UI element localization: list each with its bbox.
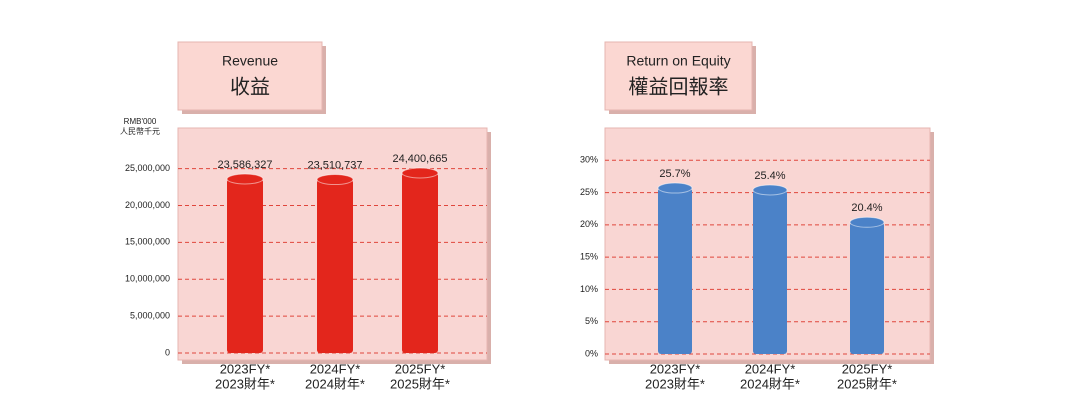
- value-label: 25.7%: [659, 168, 690, 180]
- y-tick-label: 0%: [585, 348, 598, 358]
- x-tick-label: 2024財年*: [740, 376, 800, 391]
- y-tick-label: 5%: [585, 316, 598, 326]
- x-tick-label: 2025FY*: [395, 361, 446, 376]
- x-tick-label: 2024FY*: [310, 361, 361, 376]
- y-tick-label: 20%: [580, 219, 598, 229]
- value-label: 25.4%: [754, 170, 785, 182]
- y-tick-label: 25,000,000: [125, 163, 170, 173]
- bar-cap: [657, 182, 693, 194]
- bar-cap: [316, 174, 354, 186]
- bar-cap: [401, 167, 439, 179]
- bar: [317, 179, 353, 353]
- y-axis-label: 人民幣千元: [120, 126, 160, 136]
- value-label: 23,586,327: [217, 159, 272, 171]
- bar: [402, 172, 438, 353]
- y-tick-label: 15%: [580, 252, 598, 262]
- y-tick-label: 30%: [580, 155, 598, 165]
- x-tick-label: 2023財年*: [215, 376, 275, 391]
- y-tick-label: 10,000,000: [125, 274, 170, 284]
- bar: [850, 222, 884, 354]
- chart-subtitle: 收益: [230, 75, 270, 98]
- bar-cap: [752, 184, 788, 196]
- chart-title: Revenue: [222, 53, 278, 69]
- chart-title: Return on Equity: [626, 53, 730, 69]
- value-label: 23,510,737: [307, 159, 362, 171]
- x-tick-label: 2023FY*: [220, 361, 271, 376]
- bar-cap: [849, 216, 885, 228]
- chart-subtitle: 權益回報率: [629, 75, 729, 98]
- bar: [227, 179, 263, 353]
- x-tick-label: 2024FY*: [745, 361, 796, 376]
- y-tick-label: 10%: [580, 284, 598, 294]
- x-tick-label: 2025財年*: [837, 376, 897, 391]
- y-tick-label: 0: [165, 347, 170, 357]
- title-box: [604, 41, 753, 111]
- x-tick-label: 2025財年*: [390, 376, 450, 391]
- bar-cap: [226, 173, 264, 185]
- title-box: [177, 41, 323, 111]
- x-tick-label: 2023FY*: [650, 361, 701, 376]
- y-tick-label: 25%: [580, 187, 598, 197]
- bar: [658, 188, 692, 354]
- y-tick-label: 15,000,000: [125, 237, 170, 247]
- value-label: 24,400,665: [392, 153, 447, 165]
- x-tick-label: 2024財年*: [305, 376, 365, 391]
- x-tick-label: 2023財年*: [645, 376, 705, 391]
- y-axis-label: RMB'000: [124, 117, 157, 126]
- bar: [753, 189, 787, 354]
- y-tick-label: 20,000,000: [125, 200, 170, 210]
- value-label: 20.4%: [851, 202, 882, 214]
- x-tick-label: 2025FY*: [842, 361, 893, 376]
- y-tick-label: 5,000,000: [130, 310, 170, 320]
